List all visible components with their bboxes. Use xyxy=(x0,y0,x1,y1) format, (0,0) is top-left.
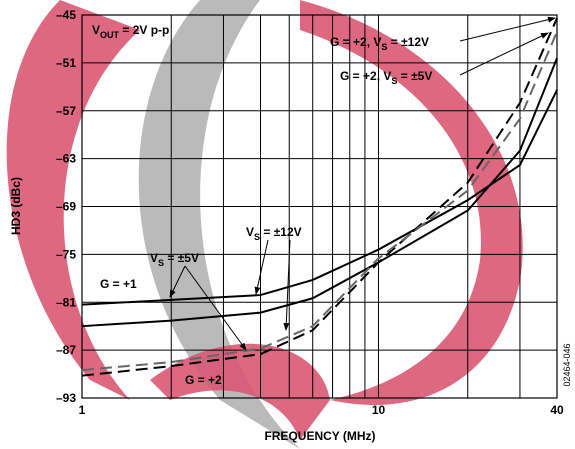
x-tick-label: 40 xyxy=(550,403,564,417)
y-tick-label: –63 xyxy=(56,152,76,166)
data-line xyxy=(81,57,558,328)
y-tick-label: –81 xyxy=(56,295,76,309)
annotation-text: V xyxy=(150,251,158,265)
watermark xyxy=(6,0,523,449)
y-tick-label: –69 xyxy=(56,200,76,214)
y-tick-label: –57 xyxy=(56,104,76,118)
x-tick-label: 1 xyxy=(79,403,86,417)
x-tick-label: 10 xyxy=(372,403,386,417)
annotation: G = +1 xyxy=(100,277,137,291)
annotation: G = +2, VS = ±5V xyxy=(340,69,432,86)
y-tick-label: –93 xyxy=(56,391,76,405)
y-tick-label: –51 xyxy=(56,56,76,70)
annotation-subscript: S xyxy=(391,76,397,86)
data-line xyxy=(81,89,558,306)
y-tick-label: –45 xyxy=(56,8,76,22)
annotation-subscript: OUT xyxy=(100,30,120,40)
annotation: VOUT = 2V p-p xyxy=(92,23,169,40)
annotation-text: V xyxy=(246,225,254,239)
annotation-text: G = +1 xyxy=(100,277,137,291)
figure-id: 02464-046 xyxy=(562,343,572,386)
annotation-rest: = ±12V xyxy=(260,225,302,239)
annotation: G = +2, VS = ±12V xyxy=(330,35,429,52)
annotation-rest: = ±5V xyxy=(397,69,432,83)
annotation-rest: = 2V p-p xyxy=(119,23,169,37)
annotation-subscript: S xyxy=(254,232,260,242)
annotation-text: G = +2, V xyxy=(340,69,391,83)
annotation: VS = ±12V xyxy=(246,225,302,242)
y-tick-label: –87 xyxy=(56,343,76,357)
y-axis-title: HD3 (dBc) xyxy=(9,177,23,235)
annotation-text: V xyxy=(92,23,100,37)
x-axis-title: FREQUENCY (MHz) xyxy=(264,429,375,443)
arrows xyxy=(169,16,556,351)
plot-frame xyxy=(81,14,558,399)
annotation-rest: = ±5V xyxy=(164,251,199,265)
y-tick-label: –75 xyxy=(56,247,76,261)
annotation: G = +2 xyxy=(185,373,222,387)
annotation-rest: = ±12V xyxy=(387,35,429,49)
annotation-subscript: S xyxy=(158,258,164,268)
annotation: VS = ±5V xyxy=(150,251,199,268)
annotation-subscript: S xyxy=(381,42,387,52)
data-line xyxy=(81,17,558,377)
annotation-text: G = +2 xyxy=(185,373,222,387)
annotation-text: G = +2, V xyxy=(330,35,381,49)
